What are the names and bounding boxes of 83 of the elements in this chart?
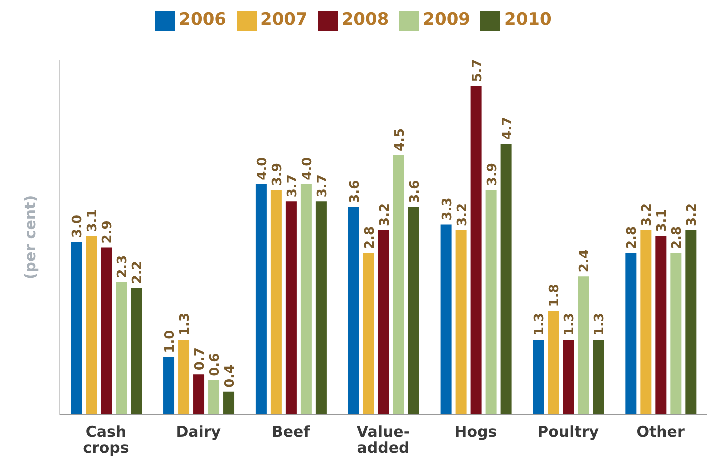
x-tick-label: Value-added	[356, 423, 410, 457]
data-label: 3.9	[270, 163, 286, 186]
data-label: 1.3	[178, 313, 194, 336]
x-tick-label: Hogs	[454, 423, 498, 441]
data-label: 3.2	[378, 203, 393, 226]
x-tick-label: Beef	[272, 423, 311, 441]
bar	[578, 276, 590, 415]
bar	[131, 288, 142, 415]
bar	[440, 224, 452, 415]
data-label: 3.7	[285, 174, 300, 198]
x-tick-label: Poultry	[538, 423, 600, 441]
x-tick-label: Cash crops	[83, 423, 130, 457]
data-label: 4.0	[300, 157, 316, 180]
bar	[656, 236, 667, 415]
bar	[86, 236, 98, 415]
data-label: 3.6	[348, 180, 363, 204]
x-tick-label: Other	[636, 423, 686, 441]
data-label: 1.3	[562, 313, 578, 336]
data-label: 3.2	[685, 203, 700, 226]
data-label: 3.1	[86, 209, 101, 232]
bar	[316, 202, 327, 415]
data-label: 1.8	[548, 284, 563, 308]
legend-label: 2010	[504, 10, 552, 30]
bar	[470, 86, 482, 415]
bar	[456, 230, 467, 415]
data-label: 2.8	[625, 226, 640, 250]
data-label: 2.8	[670, 226, 686, 250]
data-label: 3.6	[408, 180, 423, 204]
data-label: 2.8	[362, 226, 378, 250]
bar	[224, 392, 235, 415]
legend-label: 2008	[342, 10, 390, 30]
data-label: 2.3	[116, 255, 131, 278]
legend-label: 2007	[260, 10, 308, 30]
bar	[300, 184, 312, 415]
data-label: 1.3	[592, 313, 608, 336]
bar	[363, 254, 374, 415]
bar	[164, 357, 175, 415]
data-label: 3.2	[455, 203, 470, 226]
data-label: 3.0	[70, 214, 86, 238]
bar	[256, 184, 267, 415]
data-label: 3.2	[640, 203, 656, 226]
data-label: 2.9	[100, 220, 116, 244]
bar	[286, 202, 297, 415]
data-label: 3.3	[440, 198, 456, 221]
bar	[486, 190, 497, 415]
bar	[378, 230, 390, 415]
bar	[116, 282, 128, 415]
bar	[178, 340, 190, 415]
data-label: 1.3	[532, 313, 548, 336]
data-label: 0.4	[223, 364, 238, 388]
data-label: 5.7	[470, 59, 486, 82]
bar	[533, 340, 544, 415]
bar	[640, 230, 652, 415]
data-label: 2.2	[130, 261, 146, 284]
bar	[194, 374, 205, 415]
data-label: 4.7	[500, 116, 516, 140]
bar	[408, 207, 420, 415]
bar	[393, 155, 404, 415]
legend-label: 2006	[179, 10, 226, 30]
bar	[548, 311, 560, 415]
data-label: 4.0	[255, 157, 270, 180]
data-label: 1.0	[163, 330, 178, 354]
y-axis-title: (per cent)	[21, 195, 40, 280]
data-label: 3.1	[655, 209, 670, 232]
x-tick-label: Dairy	[176, 423, 222, 441]
legend-label: 2009	[423, 10, 470, 30]
bar	[348, 207, 360, 415]
bar	[270, 190, 282, 415]
bar	[208, 380, 220, 415]
data-label: 2.4	[578, 250, 593, 273]
bar	[670, 254, 682, 415]
bar	[71, 242, 82, 415]
bar	[101, 248, 112, 415]
bar	[593, 340, 604, 415]
bar	[563, 340, 574, 415]
data-label: 0.7	[193, 348, 208, 371]
data-label: 4.5	[392, 128, 408, 152]
bar	[686, 230, 697, 415]
data-label: 0.6	[208, 353, 224, 376]
bar	[500, 144, 512, 415]
data-label: 3.7	[315, 174, 330, 198]
data-label: 3.9	[485, 163, 500, 186]
bar	[626, 254, 637, 415]
